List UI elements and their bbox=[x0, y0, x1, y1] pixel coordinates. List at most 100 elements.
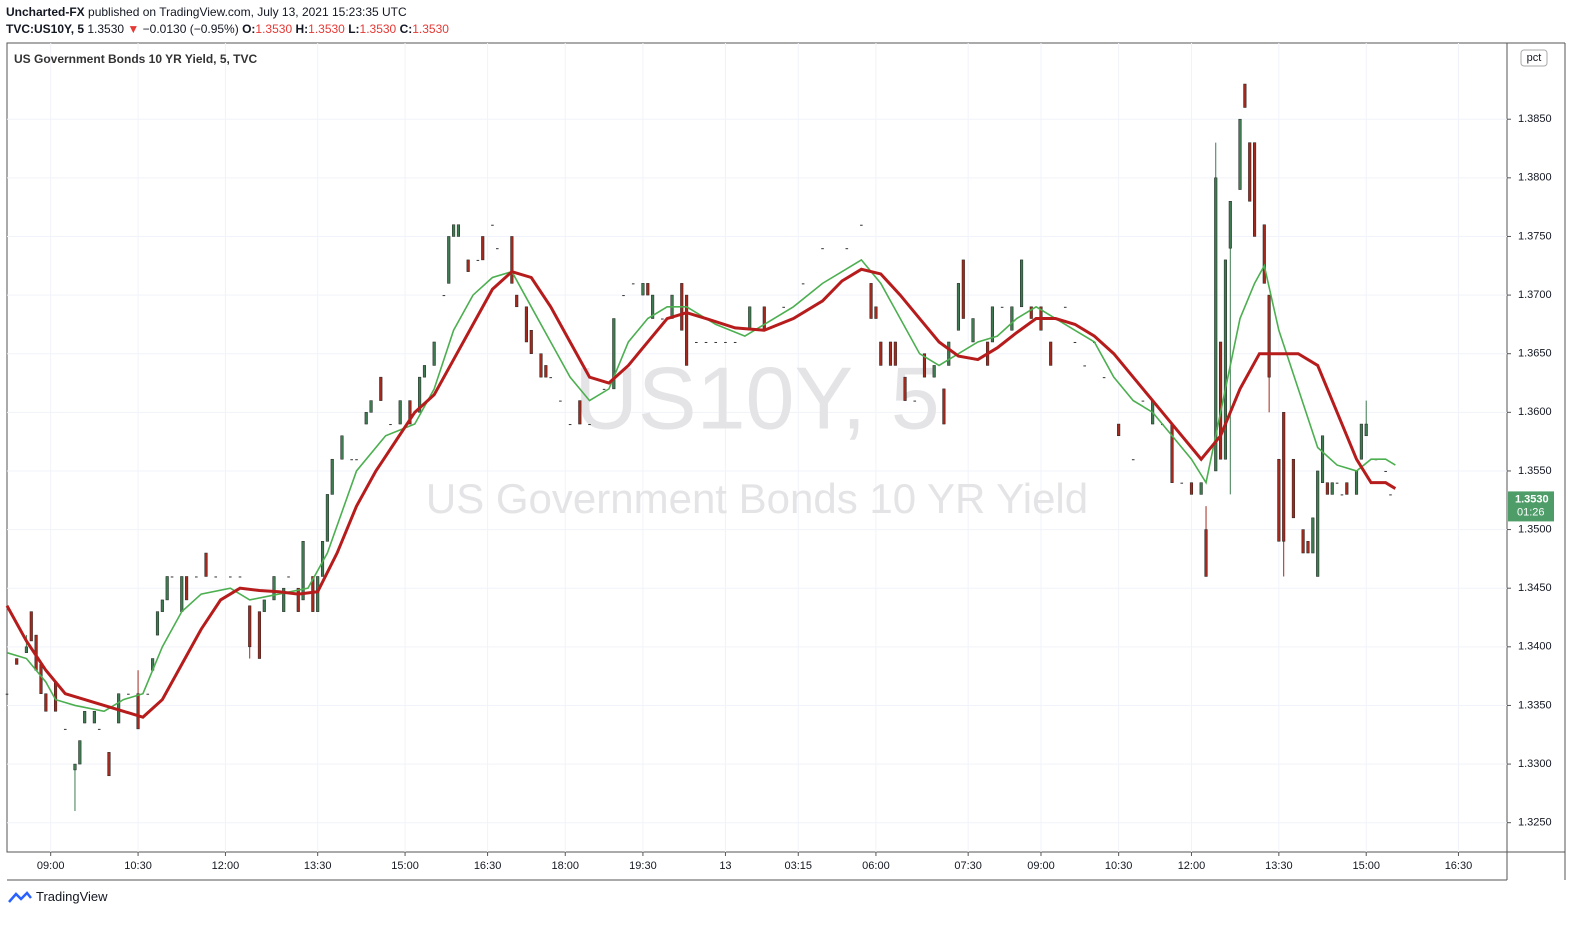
candle-body bbox=[1340, 494, 1344, 496]
candle-body bbox=[544, 365, 548, 378]
candle-body bbox=[1228, 201, 1232, 249]
candle-body bbox=[1238, 118, 1242, 190]
candle-body bbox=[1325, 482, 1329, 495]
candle-body bbox=[990, 306, 994, 343]
candle-body bbox=[748, 306, 752, 331]
candle-body bbox=[1262, 224, 1266, 284]
candle-body bbox=[1010, 306, 1014, 331]
candle-body bbox=[1223, 259, 1227, 460]
x-tick-label: 12:00 bbox=[1178, 860, 1206, 872]
candle-body bbox=[932, 365, 936, 378]
candle-body bbox=[379, 376, 383, 401]
candle-body bbox=[432, 341, 436, 366]
candle-body bbox=[631, 283, 635, 285]
candle-body bbox=[160, 599, 164, 612]
candle-body bbox=[733, 341, 737, 343]
candle-body bbox=[860, 224, 863, 226]
candle-body bbox=[714, 341, 718, 343]
candle-body bbox=[578, 400, 582, 425]
candle-body bbox=[92, 711, 96, 724]
brand[interactable]: TradingView bbox=[36, 889, 108, 904]
candle-body bbox=[5, 693, 9, 695]
candle-body bbox=[1073, 341, 1077, 343]
candle-body bbox=[287, 576, 290, 578]
candle-body bbox=[961, 259, 965, 319]
candle-body bbox=[1000, 306, 1004, 308]
candle-body bbox=[1311, 517, 1315, 554]
header: Uncharted-FX published on TradingView.co… bbox=[6, 4, 449, 38]
symbol: TVC:US10Y, 5 bbox=[6, 22, 85, 36]
candle-body bbox=[107, 752, 111, 777]
candle-body bbox=[369, 400, 373, 413]
candle-body bbox=[845, 248, 849, 250]
candle-body bbox=[568, 424, 572, 426]
y-tick-label: 1.3350 bbox=[1518, 699, 1552, 711]
candle-body bbox=[510, 236, 514, 284]
candle-body bbox=[1316, 470, 1320, 577]
candle-body bbox=[214, 576, 218, 578]
candle-body bbox=[888, 341, 893, 366]
candle-body bbox=[1204, 529, 1208, 577]
y-tick-label: 1.3600 bbox=[1518, 406, 1552, 418]
scale-mode[interactable]: pct bbox=[1527, 52, 1542, 64]
candle-body bbox=[185, 576, 189, 601]
candle-body bbox=[821, 248, 824, 250]
candle-body bbox=[801, 283, 805, 285]
candle-body bbox=[229, 576, 232, 578]
candle-body bbox=[127, 693, 130, 695]
x-tick-label: 13:30 bbox=[304, 860, 332, 872]
candle-body bbox=[695, 341, 698, 343]
candle-body bbox=[262, 599, 266, 612]
x-tick-label: 06:00 bbox=[862, 860, 890, 872]
candle-body bbox=[204, 552, 208, 577]
y-tick-label: 1.3800 bbox=[1518, 172, 1552, 184]
candle-body bbox=[408, 400, 412, 425]
candle-body bbox=[549, 377, 552, 379]
x-tick-label: 12:00 bbox=[212, 860, 240, 872]
candle-body bbox=[612, 318, 616, 390]
candle-body bbox=[398, 400, 402, 425]
price: 1.3530 bbox=[87, 22, 125, 36]
x-tick-label: 09:00 bbox=[37, 860, 65, 872]
o: 1.3530 bbox=[255, 22, 293, 36]
candle-body bbox=[539, 353, 543, 378]
candle-body bbox=[165, 576, 169, 601]
candle-body bbox=[1180, 482, 1184, 484]
candle-body bbox=[1063, 306, 1067, 308]
candle-body bbox=[641, 283, 645, 296]
candle-body bbox=[971, 318, 975, 343]
y-tick-label: 1.3250 bbox=[1518, 817, 1552, 829]
y-tick-label: 1.3850 bbox=[1518, 113, 1552, 125]
last-price: 1.3530 bbox=[1515, 493, 1549, 505]
candle-body bbox=[646, 283, 650, 296]
footer: TradingView bbox=[8, 889, 108, 904]
x-tick-label: 15:00 bbox=[391, 860, 419, 872]
candle-body bbox=[1282, 412, 1286, 542]
scale-button[interactable] bbox=[1520, 49, 1548, 67]
h: 1.3530 bbox=[308, 22, 345, 36]
x-tick-label: 07:30 bbox=[954, 860, 982, 872]
x-tick-label: 16:30 bbox=[1445, 860, 1473, 872]
candle-body bbox=[1267, 294, 1271, 378]
x-tick-label: 13:30 bbox=[1265, 860, 1293, 872]
candle-body bbox=[651, 294, 655, 319]
candle-body bbox=[1253, 142, 1257, 237]
candle-body bbox=[1364, 423, 1368, 437]
candle-body bbox=[248, 605, 252, 648]
candle-body bbox=[874, 306, 878, 319]
candle-body bbox=[1117, 423, 1121, 437]
candle-body bbox=[685, 294, 689, 366]
change: −0.0130 (−0.95%) bbox=[142, 22, 239, 36]
candle-body bbox=[39, 664, 43, 694]
candle-body bbox=[296, 587, 300, 612]
candle-body bbox=[1131, 459, 1135, 461]
y-tick-label: 1.3300 bbox=[1518, 758, 1552, 770]
candle-body bbox=[1219, 341, 1223, 460]
x-tick-label: 03:15 bbox=[784, 860, 812, 872]
candle-body bbox=[97, 728, 101, 730]
candle-body bbox=[1277, 458, 1281, 542]
candle-body bbox=[452, 224, 456, 237]
candle-body bbox=[782, 306, 785, 308]
y-tick-label: 1.3750 bbox=[1518, 230, 1552, 242]
candle-body bbox=[1083, 365, 1086, 367]
